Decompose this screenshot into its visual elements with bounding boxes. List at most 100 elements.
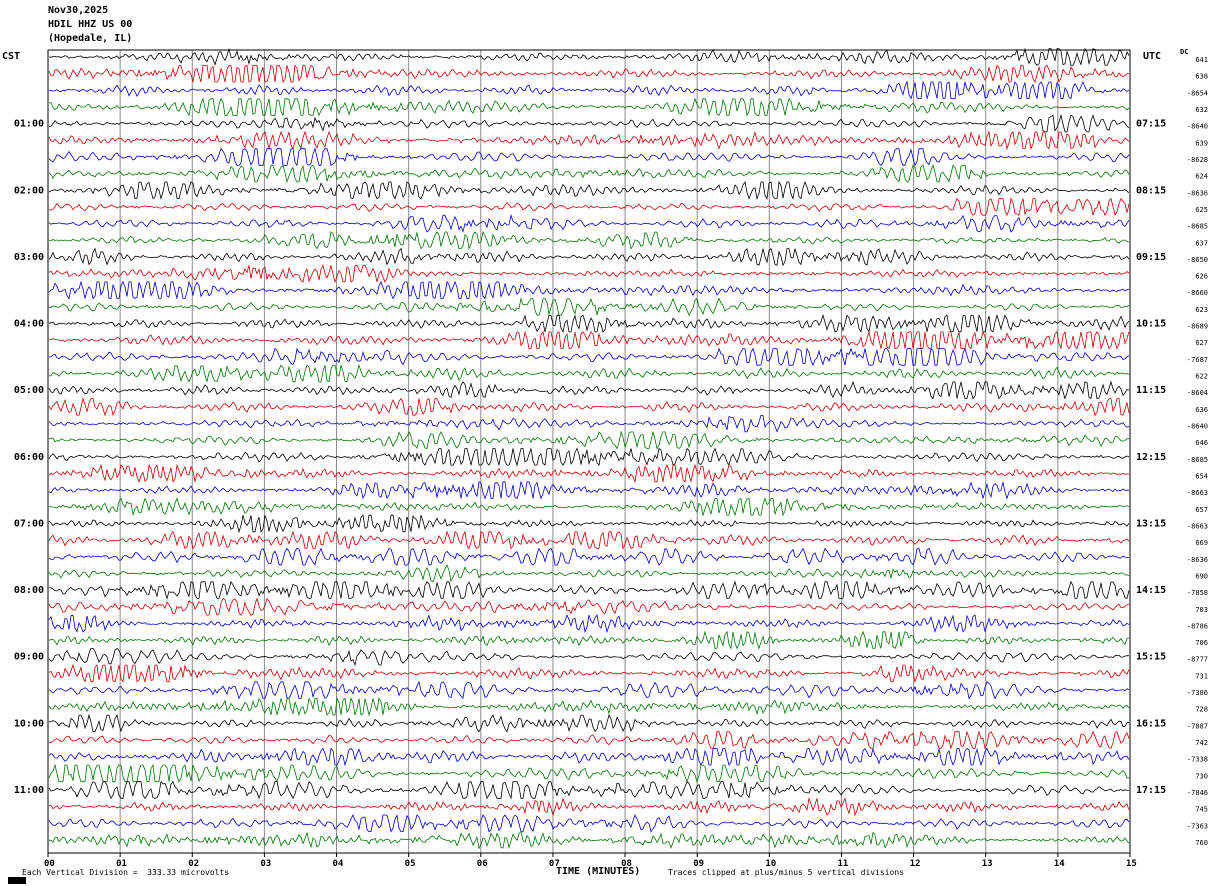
plot-border bbox=[47, 49, 1131, 854]
trace-row bbox=[48, 47, 1130, 66]
dc-offset-value: 657 bbox=[1195, 506, 1208, 514]
header-station-code: HDIL HHZ US 00 bbox=[48, 19, 133, 30]
dc-offset-value: 641 bbox=[1195, 56, 1208, 64]
right-timezone-label: UTC bbox=[1143, 51, 1162, 62]
dc-offset-value: -8786 bbox=[1187, 622, 1208, 630]
trace-row bbox=[48, 397, 1130, 417]
x-tick-label: 08 bbox=[621, 859, 632, 869]
x-tick-label: 03 bbox=[260, 859, 271, 869]
dc-offset-value: -8636 bbox=[1187, 556, 1208, 564]
dc-offset-value: -7887 bbox=[1187, 722, 1208, 730]
dc-offset-value: -8663 bbox=[1187, 489, 1208, 497]
trace-row bbox=[48, 564, 1130, 583]
trace-row bbox=[48, 280, 1130, 300]
cst-hour-label: 08:00 bbox=[14, 585, 44, 596]
dc-offset-value: -8640 bbox=[1187, 423, 1208, 431]
trace-row bbox=[48, 463, 1130, 484]
trace-row bbox=[48, 297, 1130, 317]
utc-hour-label: 09:15 bbox=[1136, 252, 1166, 263]
trace-row bbox=[48, 197, 1130, 217]
dc-offset-value: -8654 bbox=[1187, 89, 1208, 97]
dc-offset-value: -8689 bbox=[1187, 323, 1208, 331]
clip-note: Traces clipped at plus/minus 5 vertical … bbox=[668, 868, 905, 877]
dc-offset-value: 627 bbox=[1195, 339, 1208, 347]
trace-row bbox=[48, 347, 1130, 367]
dc-offset-value: 730 bbox=[1195, 772, 1208, 780]
trace-row bbox=[48, 697, 1130, 717]
utc-hour-label: 07:15 bbox=[1136, 119, 1166, 130]
dc-column-label: DC bbox=[1180, 48, 1189, 56]
trace-row bbox=[48, 580, 1130, 600]
trace-row bbox=[48, 630, 1130, 650]
trace-row bbox=[48, 113, 1130, 133]
trace-row bbox=[48, 680, 1130, 700]
dc-offset-value: 625 bbox=[1195, 206, 1208, 214]
dc-offset-value: -8685 bbox=[1187, 456, 1208, 464]
trace-row bbox=[48, 230, 1130, 251]
dc-offset-value: 638 bbox=[1195, 73, 1208, 81]
corner-mark bbox=[8, 877, 26, 884]
x-axis-title: TIME (MINUTES) bbox=[556, 866, 641, 877]
dc-offset-value: -8650 bbox=[1187, 256, 1208, 264]
trace-row bbox=[48, 380, 1130, 400]
dc-offset-value: -8628 bbox=[1187, 156, 1208, 164]
trace-row bbox=[48, 313, 1130, 334]
dc-offset-value: -7687 bbox=[1187, 356, 1208, 364]
dc-offset-value: 706 bbox=[1195, 639, 1208, 647]
trace-row bbox=[48, 713, 1130, 733]
x-tick-label: 01 bbox=[116, 859, 127, 869]
trace-row bbox=[48, 597, 1130, 616]
trace-row bbox=[48, 164, 1130, 184]
dc-offset-value: -7386 bbox=[1187, 689, 1208, 697]
trace-row bbox=[48, 830, 1130, 850]
dc-offset-value: -8604 bbox=[1187, 389, 1208, 397]
trace-row bbox=[48, 180, 1130, 201]
trace-row bbox=[48, 530, 1130, 550]
dc-offset-value: 626 bbox=[1195, 273, 1208, 281]
x-tick-label: 00 bbox=[44, 859, 55, 869]
x-tick-label: 14 bbox=[1054, 859, 1065, 869]
dc-offset-value: -8777 bbox=[1187, 656, 1208, 664]
trace-row bbox=[48, 730, 1130, 750]
dc-offset-value: 690 bbox=[1195, 572, 1208, 580]
dc-offset-value: -8685 bbox=[1187, 223, 1208, 231]
cst-hour-label: 11:00 bbox=[14, 785, 44, 796]
dc-offset-value: 669 bbox=[1195, 539, 1208, 547]
dc-offset-value: 624 bbox=[1195, 173, 1208, 181]
x-tick-label: 09 bbox=[693, 859, 704, 869]
trace-row bbox=[48, 264, 1130, 284]
x-tick-label: 10 bbox=[765, 859, 776, 869]
utc-hour-label: 14:15 bbox=[1136, 585, 1166, 596]
dc-offset-value: -7846 bbox=[1187, 789, 1208, 797]
cst-hour-label: 09:00 bbox=[14, 652, 44, 663]
trace-row bbox=[48, 430, 1129, 450]
dc-offset-value: 745 bbox=[1195, 806, 1208, 814]
dc-offset-value: 636 bbox=[1195, 406, 1208, 414]
header-date: Nov30,2025 bbox=[48, 5, 109, 16]
dc-offset-value: 654 bbox=[1195, 472, 1208, 480]
utc-hour-label: 15:15 bbox=[1136, 652, 1166, 663]
dc-offset-value: 632 bbox=[1195, 106, 1208, 114]
trace-row bbox=[48, 363, 1130, 383]
trace-row bbox=[48, 514, 1130, 534]
trace-row bbox=[48, 247, 1130, 267]
dc-offset-value: -7858 bbox=[1187, 589, 1208, 597]
dc-offset-value: -7363 bbox=[1187, 822, 1208, 830]
trace-row bbox=[48, 763, 1130, 784]
trace-row bbox=[48, 547, 1130, 566]
dc-offset-value: 731 bbox=[1195, 672, 1208, 680]
utc-hour-label: 16:15 bbox=[1136, 718, 1166, 729]
x-tick-label: 04 bbox=[333, 859, 344, 869]
trace-row bbox=[48, 663, 1130, 684]
dc-offset-value: -8663 bbox=[1187, 522, 1208, 530]
cst-hour-label: 03:00 bbox=[14, 252, 44, 263]
trace-row bbox=[48, 147, 1130, 167]
trace-row bbox=[48, 614, 1130, 634]
dc-offset-value: -7338 bbox=[1187, 756, 1208, 764]
x-tick-label: 13 bbox=[982, 859, 993, 869]
trace-row bbox=[48, 747, 1130, 767]
trace-row bbox=[48, 813, 1130, 833]
utc-hour-label: 11:15 bbox=[1136, 385, 1166, 396]
